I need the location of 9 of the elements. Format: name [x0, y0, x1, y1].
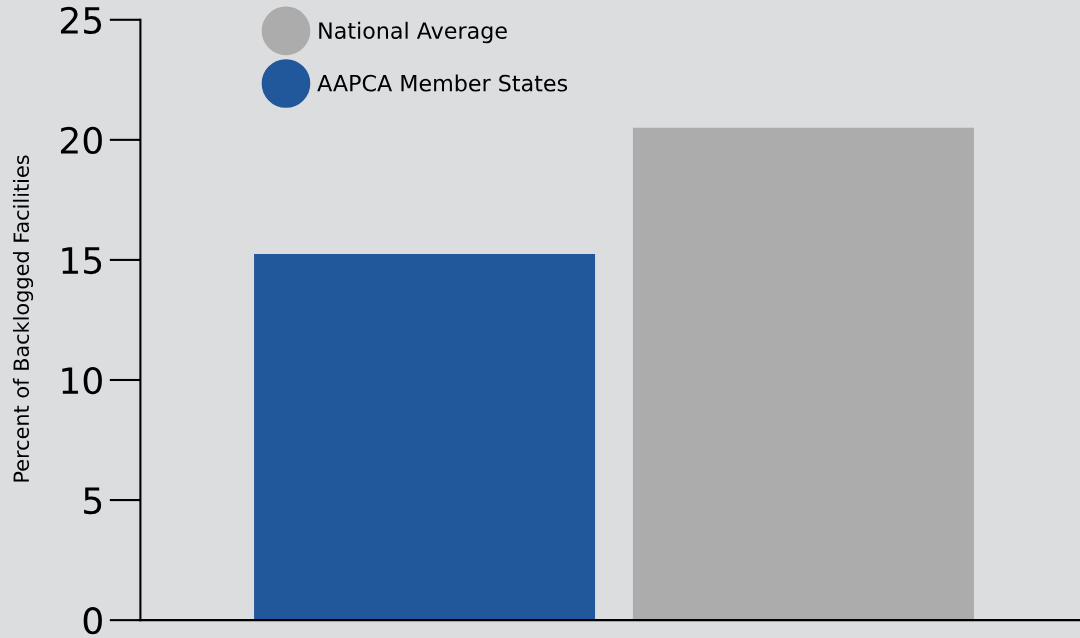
- legend-label: AAPCA Member States: [317, 74, 568, 92]
- y-tick-label: 5: [84, 487, 102, 515]
- y-axis-title: Percent of Backlogged Facilities: [12, 155, 34, 482]
- y-tick-label: 25: [60, 6, 102, 35]
- y-tick-label: 20: [60, 126, 102, 155]
- y-tick-label: 15: [62, 247, 102, 275]
- y-tick-label: 0: [83, 607, 102, 635]
- y-tick-label: 10: [62, 366, 102, 395]
- legend-label: National Average: [319, 21, 507, 44]
